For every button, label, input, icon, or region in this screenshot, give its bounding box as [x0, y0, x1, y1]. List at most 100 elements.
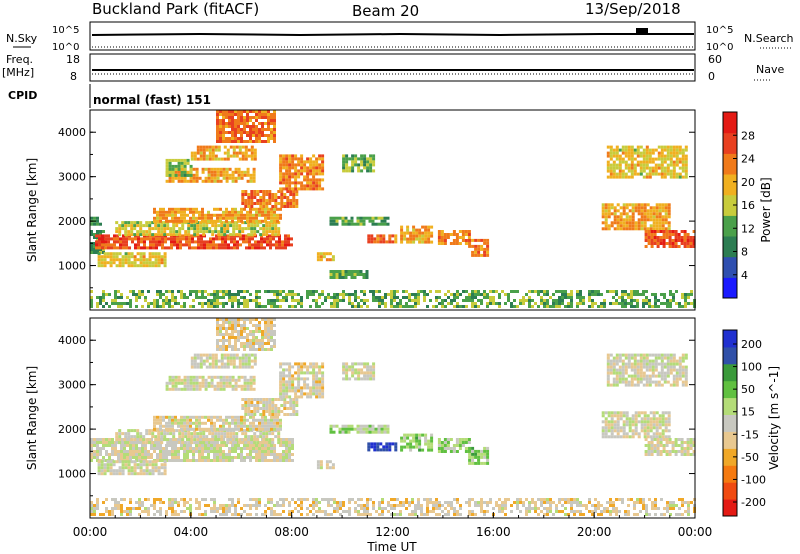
data-cell: [667, 227, 671, 231]
data-cell: [271, 438, 275, 442]
data-cell: [142, 264, 146, 268]
data-cell: [207, 456, 210, 459]
data-cell: [163, 472, 167, 476]
data-cell: [207, 173, 211, 177]
data-cell: [210, 216, 213, 220]
data-cell: [187, 224, 191, 228]
data-cell: [378, 305, 381, 308]
data-cell: [636, 290, 639, 293]
data-cell: [180, 459, 183, 462]
data-cell: [240, 219, 243, 223]
data-cell: [116, 237, 119, 241]
data-cell: [255, 213, 258, 217]
data-cell: [190, 157, 194, 161]
data-cell: [231, 137, 234, 140]
data-cell: [275, 246, 278, 250]
data-cell: [267, 299, 270, 302]
data-cell: [291, 154, 295, 158]
data-cell: [660, 175, 664, 179]
data-cell: [255, 137, 258, 140]
data-cell: [132, 290, 135, 293]
data-cell: [145, 432, 149, 436]
data-cell: [280, 205, 284, 208]
data-cell: [321, 157, 325, 161]
data-cell: [228, 210, 231, 214]
data-cell: [576, 302, 579, 305]
data-cell: [427, 448, 431, 452]
data-cell: [294, 172, 298, 176]
data-cell: [276, 213, 279, 217]
data-cell: [309, 178, 313, 182]
data-cell: [646, 417, 650, 421]
data-cell: [194, 246, 197, 250]
data-cell: [222, 418, 225, 422]
data-cell: [164, 240, 167, 244]
data-cell: [561, 290, 564, 293]
data-cell: [243, 345, 246, 348]
data-cell: [649, 206, 653, 210]
data-cell: [168, 167, 172, 171]
data-cell: [666, 166, 670, 170]
data-cell: [344, 276, 348, 279]
data-cell: [325, 258, 329, 262]
data-cell: [646, 435, 650, 439]
data-cell: [333, 305, 336, 308]
data-cell: [139, 463, 143, 467]
data-cell: [214, 224, 218, 228]
data-cell: [678, 172, 682, 176]
data-cell: [231, 378, 235, 382]
data-cell: [246, 210, 249, 214]
data-cell: [351, 154, 355, 158]
data-cell: [624, 148, 628, 152]
data-cell: [241, 362, 245, 366]
data-cell: [610, 414, 614, 418]
data-cell: [270, 302, 273, 305]
data-cell: [210, 305, 213, 308]
data-cell: [186, 213, 189, 217]
data-cell: [227, 234, 230, 238]
data-cell: [225, 459, 228, 462]
data-cell: [341, 427, 345, 431]
data-cell: [139, 252, 143, 256]
data-cell: [174, 381, 178, 385]
data-cell: [347, 222, 351, 226]
data-cell: [186, 427, 189, 431]
data-cell: [118, 472, 122, 476]
data-cell: [132, 453, 135, 456]
data-cell: [96, 459, 99, 462]
data-cell: [285, 441, 288, 444]
data-cell: [226, 151, 230, 155]
data-cell: [159, 216, 162, 220]
data-cell: [300, 365, 304, 369]
data-cell: [300, 187, 304, 191]
data-cell: [200, 243, 203, 247]
data-cell: [267, 125, 270, 128]
data-cell: [216, 296, 219, 299]
data-cell: [247, 407, 251, 410]
data-cell: [501, 290, 504, 293]
data-cell: [634, 423, 638, 427]
data-cell: [239, 243, 242, 247]
data-cell: [90, 296, 93, 299]
data-cell: [197, 246, 200, 250]
data-cell: [213, 375, 217, 379]
data-cell: [624, 166, 628, 170]
data-cell: [261, 447, 264, 450]
data-cell: [289, 202, 293, 205]
data-cell: [267, 441, 270, 444]
data-cell: [480, 455, 484, 459]
data-cell: [139, 438, 143, 442]
data-cell: [229, 356, 233, 360]
data-cell: [103, 252, 107, 256]
data-cell: [365, 276, 369, 279]
data-cell: [147, 305, 150, 308]
data-cell: [250, 205, 254, 208]
data-cell: [249, 207, 252, 211]
data-cell: [90, 302, 93, 305]
data-cell: [163, 463, 167, 467]
data-cell: [261, 444, 264, 447]
data-cell: [222, 318, 225, 321]
data-cell: [396, 290, 399, 293]
data-cell: [555, 290, 558, 293]
data-cell: [207, 453, 210, 456]
